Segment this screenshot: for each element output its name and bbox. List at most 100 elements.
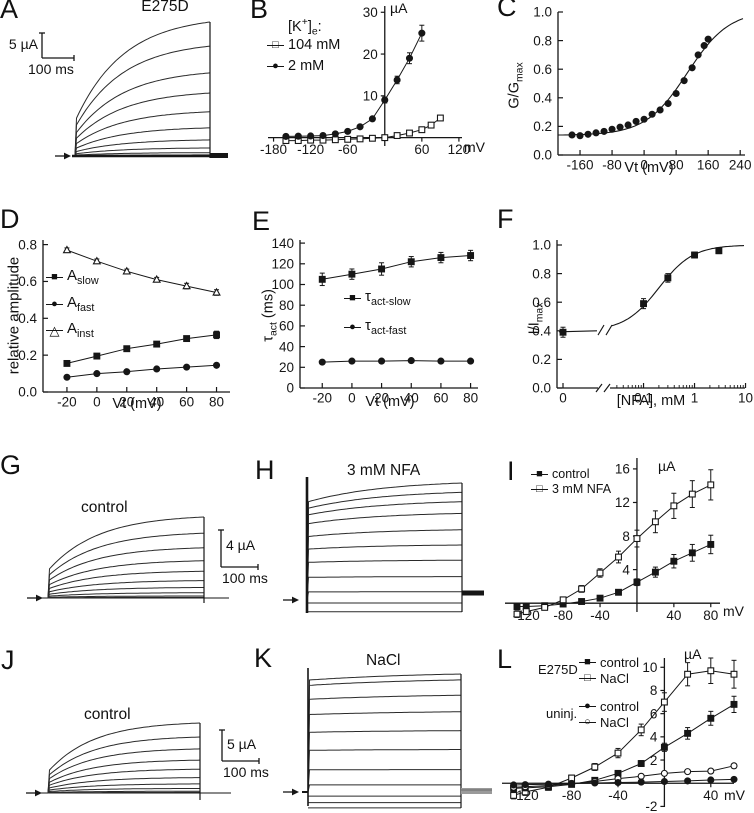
legend-entry-l-e275d-nacl: □ NaCl: [579, 671, 629, 686]
panel-g-letter: G: [0, 450, 22, 480]
legend-entry-i-nfa: □ 3 mM NFA: [531, 482, 611, 496]
panel-c-letter: C: [497, 0, 517, 22]
svg-text:10: 10: [642, 660, 657, 675]
panel-h-letter: H: [255, 455, 275, 485]
b-legend-title: [K+]e:: [288, 17, 322, 38]
panel-e-letter: E: [252, 206, 271, 236]
svg-text:0: 0: [286, 381, 294, 396]
svg-text:12: 12: [615, 495, 630, 510]
legend-entry-e-fast: ● τact-fast: [344, 317, 406, 337]
svg-text:10: 10: [363, 89, 378, 104]
svg-text:80: 80: [279, 298, 294, 313]
scalebar-time-label-j: 100 ms: [223, 764, 269, 780]
panel-f-letter: F: [497, 204, 514, 234]
legend-entry-i-control: ■ control: [531, 467, 590, 481]
filled-circle-marker-icon: ●: [579, 701, 596, 712]
svg-text:60: 60: [414, 142, 429, 157]
svg-text:40: 40: [666, 608, 681, 623]
b-yaxis-unit: µA: [390, 0, 408, 16]
svg-text:0.0: 0.0: [532, 381, 551, 396]
svg-text:-160: -160: [567, 158, 594, 173]
svg-text:40: 40: [404, 391, 419, 406]
legend-entry-b-104mm: □ 104 mM: [267, 37, 340, 53]
panel-a-letter: A: [0, 0, 19, 24]
svg-text:-80: -80: [553, 608, 573, 623]
i-xaxis-unit: mV: [723, 603, 744, 619]
scalebar-current-label-j: 5 µA: [227, 736, 257, 752]
svg-text:0.2: 0.2: [18, 348, 37, 363]
svg-text:80: 80: [703, 608, 718, 623]
legend-entry-l-uninj-control: ● control: [579, 699, 639, 714]
svg-text:16: 16: [615, 462, 630, 477]
open-square-marker-icon: □: [579, 673, 596, 684]
svg-text:-80: -80: [602, 158, 622, 173]
svg-text:60: 60: [279, 319, 294, 334]
b-xaxis-unit: mV: [464, 139, 485, 155]
d-yaxis-label: relative amplitude: [5, 256, 23, 375]
c-yaxis-label: G/Gmax: [506, 62, 526, 109]
svg-text:-20: -20: [312, 391, 332, 406]
panel-k-title: NaCl: [366, 652, 401, 669]
l-yaxis-unit: µA: [684, 646, 702, 662]
open-triangle-marker-icon: △: [46, 324, 63, 337]
e-yaxis-label: τact (ms): [260, 289, 280, 342]
svg-text:0.2: 0.2: [532, 352, 551, 367]
scalebar-current-label-g: 4 µA: [226, 537, 256, 553]
svg-text:0: 0: [348, 391, 356, 406]
svg-text:60: 60: [433, 391, 448, 406]
svg-text:0: 0: [93, 395, 101, 410]
svg-text:80: 80: [209, 395, 224, 410]
svg-text:0.6: 0.6: [532, 295, 551, 310]
svg-text:20: 20: [119, 395, 134, 410]
l-xaxis-unit: mV: [724, 787, 745, 803]
l-legend-group-uninj: uninj.: [546, 706, 578, 721]
svg-text:160: 160: [697, 158, 720, 173]
legend-entry-b-2mm: ● 2 mM: [267, 58, 324, 74]
e-xaxis-label: Vt (mV): [365, 394, 415, 410]
svg-text:0.2: 0.2: [533, 119, 552, 134]
panel-j-letter: J: [1, 645, 15, 675]
svg-text:40: 40: [279, 339, 294, 354]
legend-entry-d-afast: ● Afast: [46, 294, 94, 314]
svg-text:20: 20: [279, 360, 294, 375]
svg-text:0: 0: [640, 158, 648, 173]
f-yaxis-label: I/Imax: [526, 302, 546, 335]
svg-text:0.6: 0.6: [18, 274, 37, 289]
svg-text:20: 20: [363, 47, 378, 62]
open-square-marker-icon: □: [267, 39, 284, 51]
svg-text:-20: -20: [57, 395, 77, 410]
filled-circle-marker-icon: ●: [267, 60, 284, 72]
svg-text:0.1: 0.1: [634, 391, 653, 406]
panel-l-letter: L: [497, 644, 513, 674]
filled-square-marker-icon: ■: [579, 657, 596, 668]
scalebar-time-label-a: 100 ms: [28, 61, 74, 77]
svg-text:40: 40: [149, 395, 164, 410]
svg-text:240: 240: [729, 158, 752, 173]
svg-text:0.0: 0.0: [533, 148, 552, 163]
svg-text:30: 30: [363, 5, 378, 20]
open-circle-marker-icon: ○: [579, 717, 596, 728]
f-xaxis-label: [NFA], mM: [616, 393, 686, 409]
svg-text:0: 0: [559, 391, 567, 406]
filled-circle-marker-icon: ●: [344, 321, 361, 333]
panel-j-title: control: [84, 706, 131, 723]
svg-text:4: 4: [650, 730, 658, 745]
svg-text:1.0: 1.0: [532, 238, 551, 253]
filled-square-marker-icon: ■: [344, 292, 361, 304]
panel-a-title: E275D: [141, 0, 189, 15]
panel-k-letter: K: [254, 643, 273, 673]
scalebar-current-label-a: 5 µA: [8, 36, 38, 52]
filled-square-marker-icon: ■: [531, 468, 548, 480]
svg-text:0.4: 0.4: [533, 91, 552, 106]
panel-d-letter: D: [0, 204, 20, 234]
svg-text:40: 40: [703, 788, 718, 803]
svg-text:8: 8: [622, 529, 630, 544]
svg-text:-80: -80: [562, 788, 582, 803]
scalebar-time-label-g: 100 ms: [222, 570, 268, 586]
svg-text:100: 100: [271, 277, 294, 292]
legend-entry-d-ainst: △ Ainst: [46, 320, 94, 340]
filled-square-marker-icon: ■: [46, 271, 63, 283]
legend-entry-e-slow: ■ τact-slow: [344, 288, 411, 308]
